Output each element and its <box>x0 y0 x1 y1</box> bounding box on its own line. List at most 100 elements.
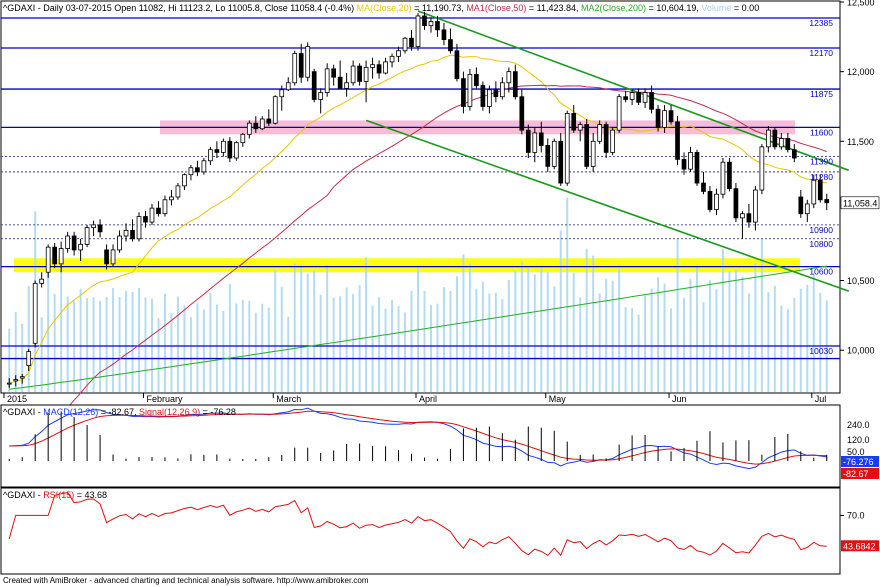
month-label: May <box>549 394 567 404</box>
volume-bar <box>579 297 582 392</box>
candle-body <box>584 124 590 167</box>
volume-bar <box>598 293 601 392</box>
volume-bar <box>812 273 815 392</box>
rsi-line <box>8 491 827 557</box>
volume-bar <box>644 295 647 392</box>
volume-bar <box>819 292 822 392</box>
volume-bar <box>520 261 523 392</box>
candle-body <box>104 249 109 265</box>
candle-body <box>798 196 804 215</box>
volume-bar <box>631 308 634 392</box>
candle-body <box>279 89 285 98</box>
candle-body <box>136 216 142 240</box>
volume-bar <box>683 298 686 392</box>
price-axis: 12,500 12,000 11,500 11,058.4 10,500 10,000 <box>840 0 880 356</box>
level-label: 11600 <box>810 127 833 137</box>
candle-body <box>487 89 492 107</box>
macd-header: ^GDAXI - MACD(12,26) = -82.67, Signal(12… <box>3 407 236 417</box>
candle-body <box>655 108 661 128</box>
last-price-label: 11,058.4 <box>843 198 877 208</box>
candle-body <box>603 124 609 153</box>
price-panel-frame <box>0 0 841 394</box>
candle-body <box>253 122 259 130</box>
candle-body <box>117 235 122 251</box>
candle-body <box>195 167 200 173</box>
candle-body <box>409 37 414 47</box>
candle-body <box>39 278 45 284</box>
volume-bar <box>21 323 24 392</box>
candle-body <box>149 207 155 223</box>
candle-body <box>519 96 525 131</box>
ma200-legend-value: = 10,604.19, <box>648 3 699 13</box>
volume-bar <box>365 257 368 392</box>
axis-tick-label: 10,000 <box>847 346 875 356</box>
volume-bar <box>339 296 342 392</box>
volume-bar <box>442 287 445 392</box>
candle-body <box>182 174 187 187</box>
volume-legend: Volume <box>701 3 732 13</box>
volume-bar <box>371 305 374 392</box>
volume-bar <box>274 270 277 392</box>
candle-body <box>65 235 70 249</box>
rsi-tick-label: 70.0 <box>847 510 865 520</box>
rsi-value-box <box>841 540 879 552</box>
rsi-layer: 70.0 43.6842 <box>8 491 879 557</box>
candle-body <box>675 121 680 160</box>
candle-body <box>337 76 343 89</box>
volume-bar <box>449 290 452 392</box>
signal-legend: Signal(12,26,9) <box>139 407 201 417</box>
rsi-legend-value: = 43.68 <box>74 490 108 500</box>
volume-bar <box>507 279 510 392</box>
level-label: 10800 <box>809 239 833 249</box>
candle-body <box>499 82 505 98</box>
candle-body <box>590 140 596 167</box>
candle-body <box>52 246 58 265</box>
candle-body <box>389 55 395 63</box>
volume-bar <box>196 303 199 392</box>
ma50-legend: MA1(Close,50) <box>466 3 527 13</box>
candle-body <box>720 161 726 195</box>
volume-bar <box>728 271 731 392</box>
price-header-text: ^GDAXI - Daily 03-07-2015 Open 11082, Hi… <box>3 3 355 13</box>
candle-body <box>461 78 466 107</box>
candle-body <box>318 92 324 100</box>
month-label: 2015 <box>7 394 27 404</box>
ma20-legend: MA(Close,20) <box>356 3 412 13</box>
volume-bar <box>734 269 737 392</box>
volume-bar <box>637 314 640 392</box>
candle-body <box>564 113 570 184</box>
volume-bar <box>66 296 69 392</box>
month-label: March <box>276 394 301 404</box>
candle-body <box>298 53 304 78</box>
candle-body <box>448 39 453 52</box>
volume-bar <box>14 312 17 392</box>
candle-body <box>610 129 615 153</box>
volume-bar <box>176 296 179 392</box>
volume-bar <box>436 303 439 392</box>
candle-body <box>759 146 765 191</box>
moving-averages-layer <box>8 54 827 509</box>
volume-bar <box>86 298 89 392</box>
rsi-legend: RSI(15) <box>43 490 75 500</box>
signal-line <box>9 410 827 465</box>
volume-bar <box>410 290 413 392</box>
candle-body <box>824 199 830 204</box>
candle-body <box>551 140 557 167</box>
candles-layer <box>6 11 830 388</box>
last-price-box <box>840 196 880 210</box>
candle-body <box>454 50 460 80</box>
volume-bar <box>378 296 381 392</box>
candle-body <box>746 213 752 223</box>
volume-bar <box>468 263 471 392</box>
candle-body <box>357 65 362 82</box>
volume-bar <box>183 305 186 392</box>
volume-bar <box>585 248 588 392</box>
macd-tick-label: 240.0 <box>847 420 870 430</box>
volume-bar <box>254 312 257 392</box>
candle-body <box>415 15 421 47</box>
volume-bar <box>559 230 562 392</box>
candle-body <box>91 224 96 229</box>
volume-bar <box>47 269 50 392</box>
candle-body <box>545 145 551 167</box>
